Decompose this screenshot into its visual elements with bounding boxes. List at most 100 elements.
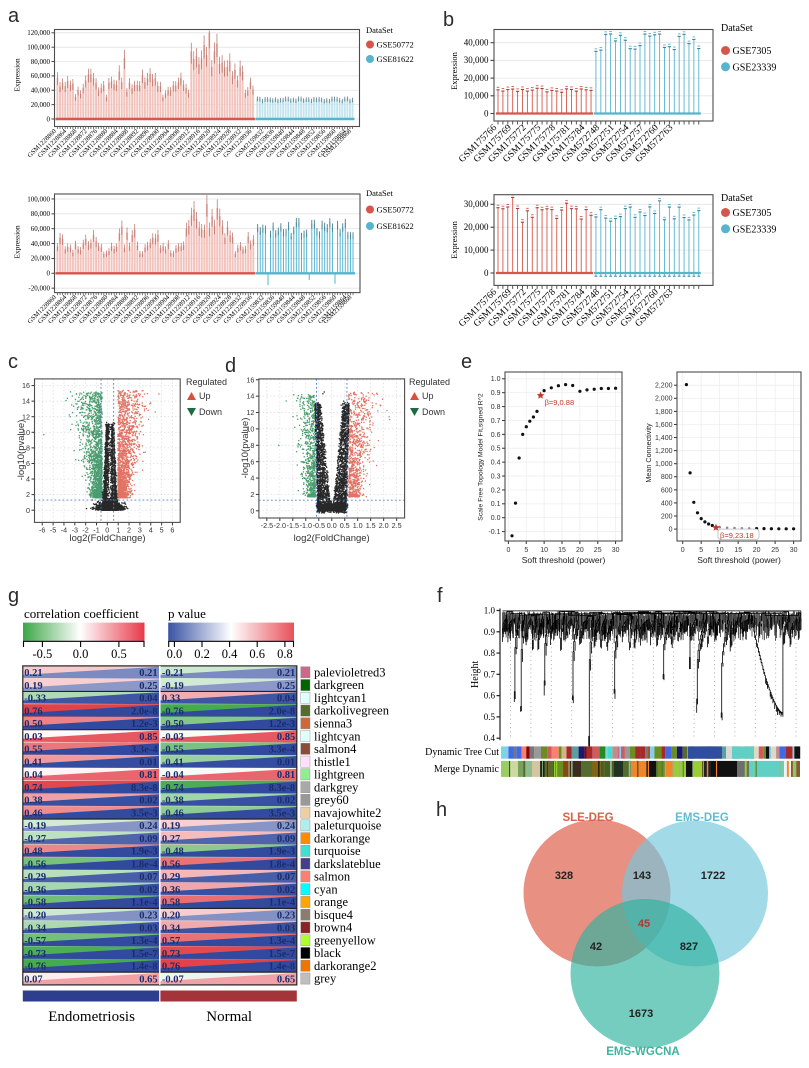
svg-text:bisque4: bisque4 — [314, 908, 354, 922]
svg-text:0.56: 0.56 — [162, 860, 180, 871]
svg-text:6: 6 — [250, 457, 254, 466]
svg-text:GSE7305: GSE7305 — [733, 208, 772, 219]
svg-text:0.76: 0.76 — [24, 706, 42, 717]
svg-text:-0.50: -0.50 — [162, 719, 184, 730]
svg-text:Down: Down — [199, 407, 222, 417]
svg-text:-0.48: -0.48 — [162, 847, 184, 858]
svg-text:Expression: Expression — [13, 225, 22, 259]
svg-text:Normal: Normal — [206, 1009, 252, 1025]
svg-text:0.58: 0.58 — [162, 898, 180, 909]
svg-text:-0.29: -0.29 — [24, 872, 46, 883]
svg-text:1.4e-8: 1.4e-8 — [269, 962, 296, 973]
svg-text:0.07: 0.07 — [24, 974, 42, 985]
svg-text:-20,000: -20,000 — [28, 285, 50, 293]
svg-text:0.57: 0.57 — [162, 936, 180, 947]
svg-text:darkslateblue: darkslateblue — [314, 857, 381, 871]
svg-text:120,000: 120,000 — [27, 29, 50, 37]
svg-text:5: 5 — [160, 526, 164, 535]
svg-text:0.9: 0.9 — [484, 627, 496, 637]
svg-text:β=9,0.88: β=9,0.88 — [545, 398, 575, 407]
svg-text:paleturquoise: paleturquoise — [314, 819, 382, 833]
svg-text:-1.5: -1.5 — [287, 521, 299, 530]
svg-text:10: 10 — [716, 547, 724, 554]
svg-text:0.9: 0.9 — [491, 390, 501, 397]
svg-text:1.2e-3: 1.2e-3 — [131, 719, 158, 730]
svg-text:0.4: 0.4 — [491, 460, 501, 467]
svg-text:14: 14 — [22, 397, 30, 406]
svg-text:-0.19: -0.19 — [24, 821, 46, 832]
svg-text:6: 6 — [170, 526, 174, 535]
svg-text:20,000: 20,000 — [31, 255, 51, 263]
svg-text:10,000: 10,000 — [464, 245, 489, 255]
svg-text:GSE50772: GSE50772 — [377, 40, 414, 50]
svg-text:Expression: Expression — [13, 58, 22, 92]
svg-text:15: 15 — [734, 547, 742, 554]
svg-text:1.5e-7: 1.5e-7 — [269, 949, 296, 960]
svg-text:0: 0 — [26, 506, 30, 515]
svg-text:0: 0 — [484, 108, 489, 118]
svg-text:20,000: 20,000 — [464, 73, 489, 83]
svg-text:h: h — [436, 799, 447, 821]
svg-text:1.0: 1.0 — [484, 606, 496, 616]
svg-text:-0.46: -0.46 — [162, 808, 184, 819]
svg-text:0.85: 0.85 — [277, 732, 295, 743]
svg-text:-0.20: -0.20 — [24, 911, 46, 922]
svg-text:β=9,23.18: β=9,23.18 — [720, 531, 754, 540]
svg-text:darkgreen: darkgreen — [314, 678, 365, 692]
svg-text:0.21: 0.21 — [277, 668, 295, 679]
svg-text:Dynamic Tree Cut: Dynamic Tree Cut — [425, 747, 499, 758]
svg-text:0.8: 0.8 — [491, 404, 501, 411]
svg-text:1.2e-3: 1.2e-3 — [269, 719, 296, 730]
svg-text:d: d — [225, 355, 236, 377]
svg-text:0.4: 0.4 — [222, 647, 238, 661]
svg-text:1.8e-4: 1.8e-4 — [269, 860, 296, 871]
svg-text:-0.36: -0.36 — [24, 885, 46, 896]
svg-text:-2: -2 — [82, 526, 88, 535]
svg-text:-3: -3 — [72, 526, 78, 535]
svg-text:40,000: 40,000 — [31, 87, 51, 95]
svg-text:1.9e-3: 1.9e-3 — [131, 847, 158, 858]
svg-text:0.33: 0.33 — [162, 694, 180, 705]
svg-text:800: 800 — [661, 474, 673, 481]
svg-text:15: 15 — [558, 547, 566, 554]
svg-text:1.0: 1.0 — [491, 376, 501, 383]
svg-text:0.50: 0.50 — [24, 719, 42, 730]
svg-text:0.8: 0.8 — [484, 648, 496, 658]
svg-text:0.03: 0.03 — [24, 732, 42, 743]
svg-text:-0.03: -0.03 — [162, 732, 184, 743]
svg-text:0: 0 — [506, 547, 510, 554]
svg-text:-0.56: -0.56 — [24, 860, 46, 871]
svg-text:0.0: 0.0 — [73, 647, 89, 661]
svg-text:0.8: 0.8 — [277, 647, 293, 661]
svg-text:1,200: 1,200 — [655, 448, 673, 455]
svg-text:EMS-DEG: EMS-DEG — [675, 812, 729, 824]
svg-text:2.0e-8: 2.0e-8 — [131, 706, 158, 717]
svg-text:0.85: 0.85 — [139, 732, 157, 743]
svg-text:black: black — [314, 946, 342, 960]
svg-text:100,000: 100,000 — [27, 195, 50, 203]
svg-text:brown4: brown4 — [314, 921, 353, 935]
svg-text:-0.07: -0.07 — [162, 974, 184, 985]
svg-text:0.24: 0.24 — [277, 821, 296, 832]
svg-text:lightcyan1: lightcyan1 — [314, 691, 367, 705]
svg-text:30: 30 — [612, 547, 620, 554]
svg-text:328: 328 — [555, 870, 573, 882]
svg-text:Expression: Expression — [449, 51, 459, 90]
svg-text:0.01: 0.01 — [139, 757, 157, 768]
svg-text:Endometriosis: Endometriosis — [48, 1009, 135, 1025]
svg-text:0.6: 0.6 — [484, 691, 496, 701]
svg-text:0.81: 0.81 — [139, 770, 157, 781]
svg-text:3.5e-3: 3.5e-3 — [131, 808, 158, 819]
svg-text:0.73: 0.73 — [162, 949, 180, 960]
svg-text:-0.19: -0.19 — [162, 681, 184, 692]
svg-text:1.4e-8: 1.4e-8 — [131, 962, 158, 973]
svg-text:0.65: 0.65 — [139, 974, 157, 985]
svg-text:-0.5: -0.5 — [33, 647, 53, 661]
svg-text:2,000: 2,000 — [655, 396, 673, 403]
svg-text:2.5: 2.5 — [392, 521, 402, 530]
svg-text:0.7: 0.7 — [491, 418, 501, 425]
svg-text:0.07: 0.07 — [277, 872, 295, 883]
svg-text:0.41: 0.41 — [24, 757, 42, 768]
svg-text:2: 2 — [127, 526, 131, 535]
svg-text:-0.55: -0.55 — [162, 745, 184, 756]
